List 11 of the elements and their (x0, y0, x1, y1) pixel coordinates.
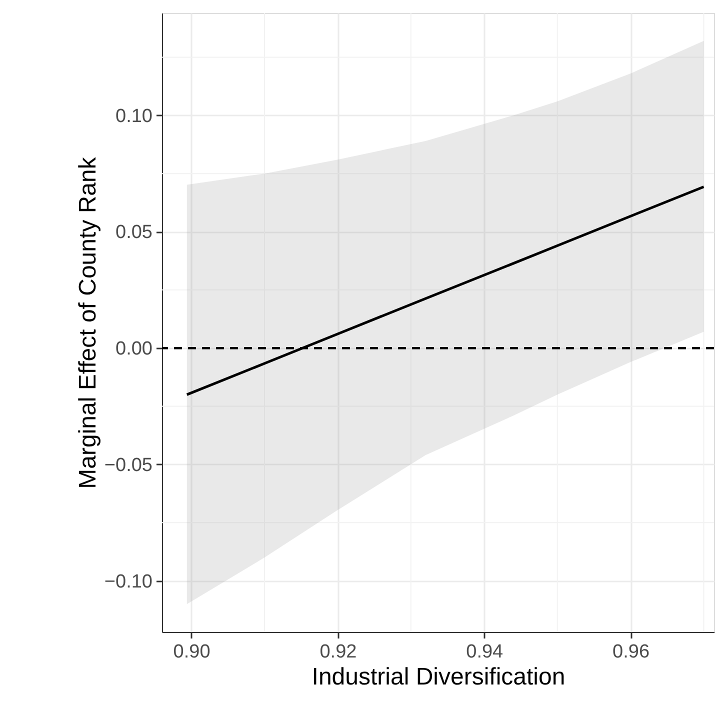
y-axis-title: Marginal Effect of County Rank (74, 156, 102, 489)
x-axis-title: Industrial Diversification (312, 664, 566, 690)
x-tick-label: 0.90 (173, 642, 210, 662)
y-tick-label: 0.00 (116, 338, 152, 360)
y-tick-label: 0.10 (116, 106, 152, 127)
x-tick-label: 0.92 (320, 642, 357, 662)
x-tick-label: 0.94 (466, 642, 504, 662)
y-tick-label: −0.10 (104, 571, 152, 592)
y-tick-label: −0.05 (104, 454, 152, 476)
x-tick-label: 0.96 (612, 642, 650, 662)
y-tick-label: 0.05 (116, 222, 152, 244)
